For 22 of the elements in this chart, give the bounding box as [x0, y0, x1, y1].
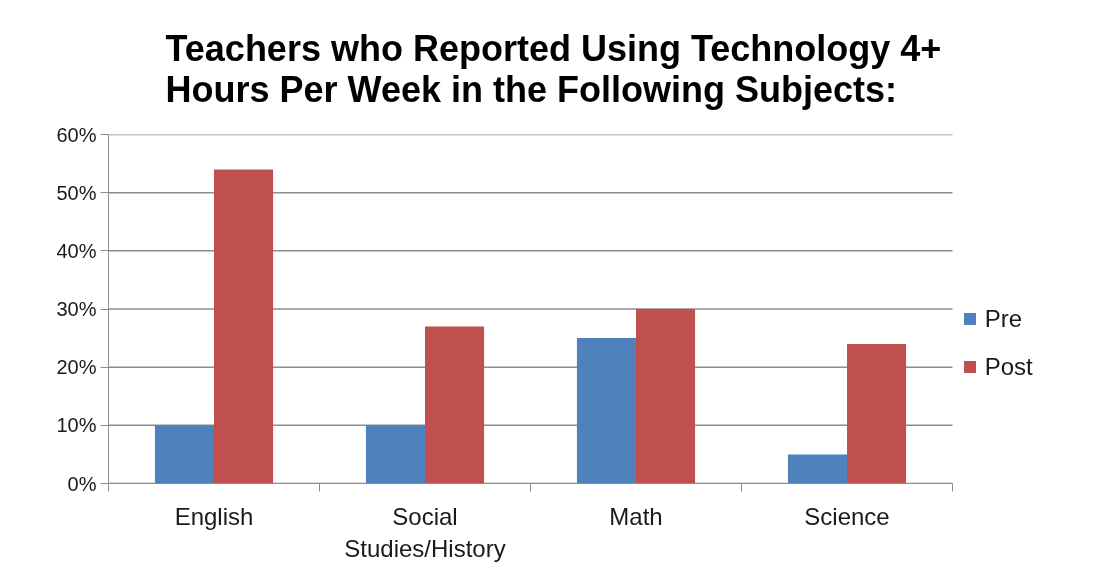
bar: [636, 309, 696, 484]
bar: [425, 326, 485, 484]
y-tick-label: 40%: [56, 239, 97, 262]
y-tick-label: 20%: [56, 356, 97, 379]
bar: [214, 169, 274, 484]
x-tick-label: Science: [804, 502, 890, 530]
y-tick-label: 0%: [67, 472, 97, 495]
chart-title: Teachers who Reported Using Technology 4+ Hours Per Week in the Following Subjects:: [165, 27, 942, 110]
legend-label: Post: [984, 352, 1033, 381]
bar: [154, 425, 214, 484]
y-tick-label: 10%: [56, 414, 97, 437]
y-tick-label: 50%: [56, 181, 97, 204]
bar: [847, 343, 907, 484]
legend-label: Pre: [984, 304, 1023, 333]
y-tick-label: 60%: [56, 123, 97, 146]
x-tick-label: English: [174, 502, 254, 530]
bar: [787, 454, 847, 484]
x-tick-label: Social Studies/History: [344, 502, 506, 562]
bar: [365, 425, 425, 484]
x-tick-label: Math: [609, 502, 663, 530]
bar: [576, 338, 636, 484]
y-tick-label: 30%: [56, 298, 97, 320]
